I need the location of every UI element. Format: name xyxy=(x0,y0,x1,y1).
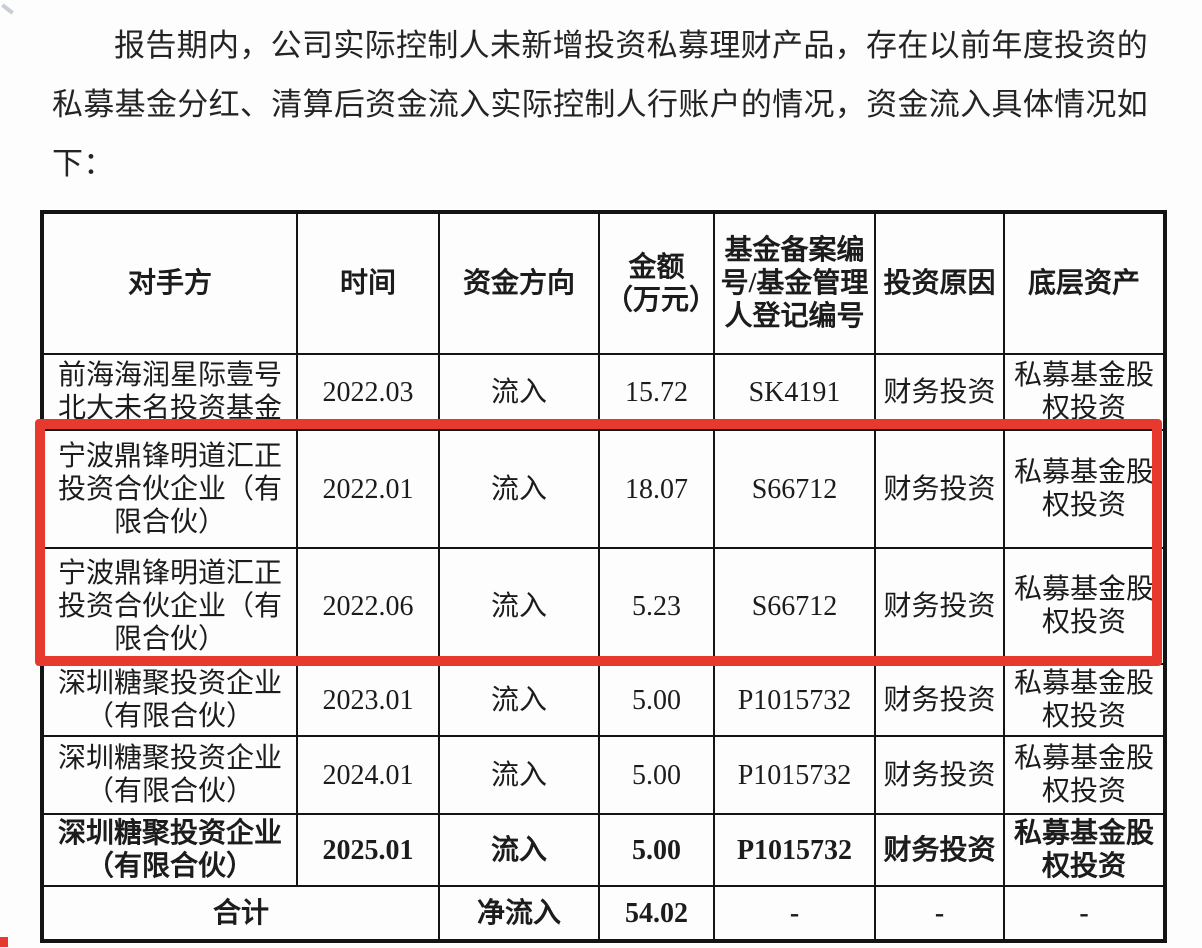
cell-amount: 5.00 xyxy=(598,663,715,737)
header-reason: 投资原因 xyxy=(874,211,1005,355)
cell-fund-code: SK4191 xyxy=(713,353,876,431)
cell-time: 2022.06 xyxy=(296,547,440,665)
table-row: 深圳糖聚投资企业（有限合伙） 2023.01 流入 5.00 P1015732 … xyxy=(41,663,1166,737)
cell-asset: 私募基金股权投资 xyxy=(1003,429,1166,549)
gray-corner-mark xyxy=(1,3,14,15)
cell-reason: 财务投资 xyxy=(874,353,1005,431)
header-amount: 金额 （万元） xyxy=(598,211,715,355)
cell-counterparty: 深圳糖聚投资企业（有限合伙） xyxy=(41,813,298,887)
cell-reason: 财务投资 xyxy=(874,547,1005,665)
cell-total-amount: 54.02 xyxy=(598,885,715,942)
cell-amount: 18.07 xyxy=(598,429,715,549)
table-row-highlighted: 宁波鼎锋明道汇正投资合伙企业（有限合伙） 2022.01 流入 18.07 S6… xyxy=(41,429,1166,549)
cell-fund-code: P1015732 xyxy=(713,663,876,737)
table-row-bold: 深圳糖聚投资企业（有限合伙） 2025.01 流入 5.00 P1015732 … xyxy=(41,813,1166,887)
table-row: 前海海润星际壹号北大未名投资基金 2022.03 流入 15.72 SK4191… xyxy=(41,353,1166,431)
cell-counterparty: 前海海润星际壹号北大未名投资基金 xyxy=(41,353,298,431)
cell-asset: 私募基金股权投资 xyxy=(1003,813,1166,887)
cell-reason: 财务投资 xyxy=(874,429,1005,549)
header-asset: 底层资产 xyxy=(1003,211,1166,355)
cell-time: 2025.01 xyxy=(296,813,440,887)
fund-flow-table: 对手方 时间 资金方向 金额 （万元） 基金备案编号/基金管理人登记编号 投资原… xyxy=(40,210,1167,943)
cell-counterparty: 深圳糖聚投资企业（有限合伙） xyxy=(41,663,298,737)
cell-time: 2023.01 xyxy=(296,663,440,737)
cell-fund-code: P1015732 xyxy=(713,813,876,887)
cell-direction: 流入 xyxy=(438,663,600,737)
cell-counterparty: 宁波鼎锋明道汇正投资合伙企业（有限合伙） xyxy=(41,547,298,665)
cell-counterparty: 深圳糖聚投资企业（有限合伙） xyxy=(41,735,298,815)
header-time: 时间 xyxy=(296,211,440,355)
cell-time: 2022.01 xyxy=(296,429,440,549)
cell-total-asset: - xyxy=(1003,885,1166,942)
red-corner-mark xyxy=(0,937,8,947)
cell-direction: 流入 xyxy=(438,547,600,665)
cell-direction: 流入 xyxy=(438,429,600,549)
intro-paragraph: 报告期内，公司实际控制人未新增投资私募理财产品，存在以前年度投资的私募基金分红、… xyxy=(52,28,1148,181)
cell-reason: 财务投资 xyxy=(874,735,1005,815)
table-row: 深圳糖聚投资企业（有限合伙） 2024.01 流入 5.00 P1015732 … xyxy=(41,735,1166,815)
cell-reason: 财务投资 xyxy=(874,663,1005,737)
cell-amount: 15.72 xyxy=(598,353,715,431)
cell-fund-code: P1015732 xyxy=(713,735,876,815)
cell-asset: 私募基金股权投资 xyxy=(1003,735,1166,815)
cell-asset: 私募基金股权投资 xyxy=(1003,547,1166,665)
cell-asset: 私募基金股权投资 xyxy=(1003,663,1166,737)
cell-total-label: 合计 xyxy=(41,885,440,942)
cell-total-reason: - xyxy=(874,885,1005,942)
cell-fund-code: S66712 xyxy=(713,429,876,549)
table-header-row: 对手方 时间 资金方向 金额 （万元） 基金备案编号/基金管理人登记编号 投资原… xyxy=(41,211,1166,355)
cell-total-fund-code: - xyxy=(713,885,876,942)
cell-time: 2022.03 xyxy=(296,353,440,431)
cell-amount: 5.23 xyxy=(598,547,715,665)
cell-direction: 流入 xyxy=(438,813,600,887)
cell-time: 2024.01 xyxy=(296,735,440,815)
cell-direction: 流入 xyxy=(438,353,600,431)
cell-amount: 5.00 xyxy=(598,735,715,815)
header-counterparty: 对手方 xyxy=(41,211,298,355)
cell-total-direction: 净流入 xyxy=(438,885,600,942)
cell-direction: 流入 xyxy=(438,735,600,815)
cell-reason: 财务投资 xyxy=(874,813,1005,887)
table-row-highlighted: 宁波鼎锋明道汇正投资合伙企业（有限合伙） 2022.06 流入 5.23 S66… xyxy=(41,547,1166,665)
table-total-row: 合计 净流入 54.02 - - - xyxy=(41,885,1166,942)
cell-asset: 私募基金股权投资 xyxy=(1003,353,1166,431)
header-direction: 资金方向 xyxy=(438,211,600,355)
cell-counterparty: 宁波鼎锋明道汇正投资合伙企业（有限合伙） xyxy=(41,429,298,549)
header-fund-code: 基金备案编号/基金管理人登记编号 xyxy=(713,211,876,355)
cell-fund-code: S66712 xyxy=(713,547,876,665)
cell-amount: 5.00 xyxy=(598,813,715,887)
